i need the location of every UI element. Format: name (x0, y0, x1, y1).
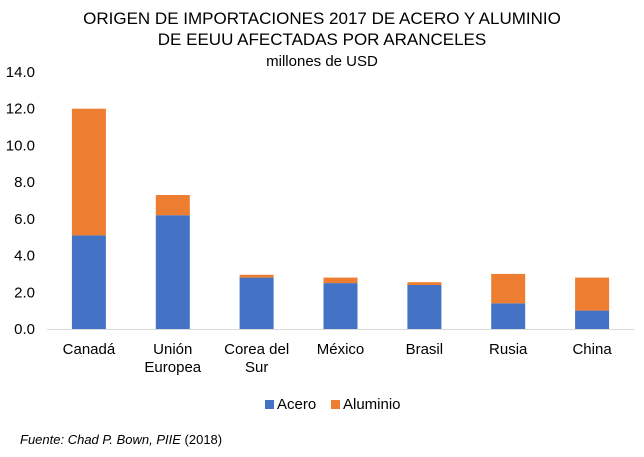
y-tick-label: 8.0 (14, 174, 35, 191)
bar-aluminio (155, 195, 190, 216)
chart-title-line-1: ORIGEN DE IMPORTACIONES 2017 DE ACERO Y … (83, 9, 561, 28)
x-tick-label: Brasil (406, 341, 444, 358)
source-note: Fuente: Chad P. Bown, PIIE (2018) (20, 432, 222, 447)
y-tick-label: 2.0 (14, 284, 35, 301)
chart-subtitle: millones de USD (266, 53, 378, 70)
bar-acero (155, 215, 190, 329)
y-tick-label: 4.0 (14, 248, 35, 265)
bar-acero (407, 284, 442, 329)
bar-aluminio (407, 282, 442, 285)
legend-label-aluminio: Aluminio (343, 396, 401, 413)
bar-aluminio (71, 108, 106, 236)
x-tick-label: Rusia (489, 341, 528, 358)
legend-label-acero: Acero (277, 396, 316, 413)
bar-acero (575, 310, 610, 329)
y-tick-label: 6.0 (14, 211, 35, 228)
x-tick-label: Unión (153, 341, 192, 358)
y-axis: 0.0 2.0 4.0 6.0 8.0 10.0 12.0 14.0 (6, 64, 35, 338)
bar-aluminio (491, 273, 526, 304)
bar-acero (71, 235, 106, 329)
legend-swatch-aluminio (331, 400, 340, 409)
bar-acero (239, 277, 274, 329)
bar-aluminio (323, 277, 358, 284)
y-tick-label: 12.0 (6, 101, 35, 118)
bars (71, 108, 610, 329)
y-tick-label: 0.0 (14, 321, 35, 338)
legend-swatch-acero (265, 400, 274, 409)
source-suffix: (2018) (180, 432, 223, 447)
x-tick-label: Europea (144, 359, 201, 376)
bar-acero (323, 283, 358, 329)
legend: Acero Aluminio (265, 396, 401, 413)
source-prefix: Fuente: Chad P. Bown, PIIE (20, 432, 181, 447)
x-tick-label: China (572, 341, 612, 358)
bar-aluminio (239, 274, 274, 278)
x-tick-label: México (317, 341, 365, 358)
y-tick-label: 10.0 (6, 137, 35, 154)
y-tick-label: 14.0 (6, 64, 35, 81)
chart-title-line-2: DE EEUU AFECTADAS POR ARANCELES (158, 30, 486, 49)
x-tick-label: Corea del (224, 341, 289, 358)
bar-aluminio (575, 277, 610, 311)
x-tick-label: Canadá (63, 341, 116, 358)
bar-acero (491, 303, 526, 329)
x-tick-label: Sur (245, 359, 268, 376)
